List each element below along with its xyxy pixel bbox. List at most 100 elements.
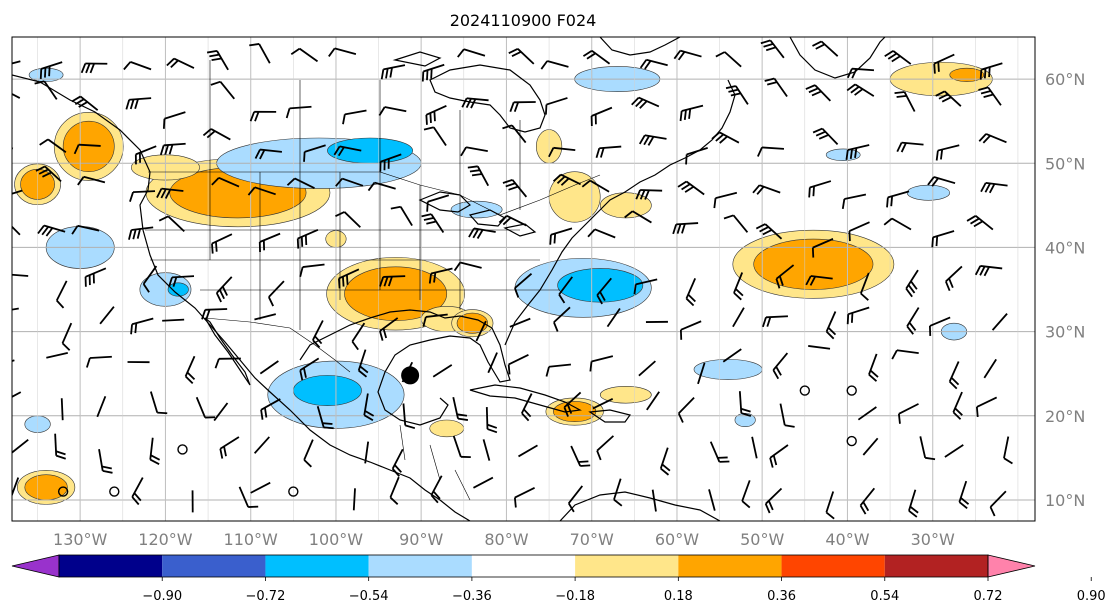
wind-barb-flag (170, 59, 179, 69)
wind-barb (596, 277, 612, 305)
wind-barb (846, 67, 875, 79)
wind-barb (211, 176, 240, 188)
wind-barb-flag (430, 494, 439, 504)
wind-barb-flag (428, 273, 432, 284)
wind-barb (679, 320, 702, 340)
wind-barb (570, 445, 591, 467)
wind-barb-flag (142, 283, 150, 293)
wind-barb-flag (457, 48, 465, 58)
wind-barb-flag (249, 111, 256, 122)
wind-barb-flag (1003, 457, 1013, 465)
wind-barb (34, 80, 58, 100)
wind-barb (514, 273, 533, 298)
latitude-label: 20°N (1045, 407, 1085, 426)
colorbar-segment (265, 555, 369, 577)
wind-barb-flag (219, 448, 224, 459)
wind-barb-flag (978, 133, 987, 142)
wind-barb-flag (1, 197, 2, 207)
wind-barb-flag (765, 46, 777, 52)
wind-barb-staff (389, 476, 400, 498)
wind-barb-staff (613, 478, 622, 500)
wind-barb-staff (862, 437, 879, 456)
wind-barb-flag (862, 501, 870, 512)
wind-barb-staff (686, 147, 708, 156)
wind-barb-flag (215, 241, 218, 252)
wind-barb (764, 487, 783, 514)
wind-barb-flag (988, 183, 996, 194)
longitude-label: 50°W (740, 530, 784, 549)
wind-barb (1, 189, 23, 207)
wind-barb-staff (254, 186, 276, 196)
wind-barb-flag (647, 136, 655, 146)
wind-barb (378, 106, 407, 116)
wind-barb-flag (980, 90, 991, 95)
wind-barb-staff (553, 146, 576, 152)
wind-barb-flag (429, 112, 432, 124)
wind-barb (513, 486, 535, 508)
wind-barb (335, 211, 361, 228)
wind-barb-flag (404, 424, 416, 430)
wind-barb-flag (337, 146, 345, 157)
wind-barb-flag (41, 226, 49, 236)
wind-barb-staff (514, 486, 535, 499)
wind-barb-staff (99, 306, 115, 325)
wind-barb-flag (886, 197, 889, 208)
wind-barb-flag (55, 454, 66, 460)
wind-barb (812, 40, 839, 57)
wind-barb (363, 393, 375, 422)
wind-barb-flag (900, 142, 907, 153)
wind-barb-flag (931, 177, 939, 187)
wind-barb (631, 96, 660, 109)
wind-barb (35, 165, 62, 183)
wind-barb-flag (342, 276, 345, 287)
wind-barb (467, 165, 490, 187)
wind-barb-flag (285, 108, 291, 119)
wind-barb (673, 49, 702, 61)
wind-barb-flag (681, 183, 691, 191)
wind-barb-flag (34, 80, 45, 85)
wind-barb-staff (983, 358, 997, 379)
wind-barb-flag (553, 321, 559, 332)
wind-barb (741, 480, 751, 509)
wind-barb-flag (624, 210, 634, 219)
wind-barb-staff (929, 316, 951, 327)
wind-barb-flag (677, 51, 686, 61)
wind-barb-flag (131, 496, 140, 506)
hispaniola-coastline (588, 409, 632, 423)
wind-barb (548, 146, 576, 158)
wind-barb-flag (465, 98, 472, 109)
wind-barb (475, 320, 487, 342)
wind-barb (635, 189, 663, 200)
wind-barb-staff (54, 433, 58, 456)
wind-barb-staff (697, 362, 706, 385)
wind-barb-flag (513, 101, 519, 112)
longitude-label: 130°W (53, 530, 108, 549)
wind-barb (886, 190, 910, 208)
wind-barb-staff (343, 211, 361, 228)
wind-barb-flag (71, 225, 79, 235)
wind-barb (624, 210, 652, 224)
wind-barb-flag (661, 463, 671, 472)
wind-barb-staff (589, 179, 610, 193)
wind-barb-flag (741, 412, 752, 417)
wind-barb-staff (344, 109, 367, 116)
wind-barb-staff (808, 345, 831, 350)
wind-barb-flag (85, 63, 91, 74)
colorbar-tick-label: −0.18 (555, 589, 595, 604)
wind-barb (582, 49, 611, 65)
colorbar-extend-high (987, 554, 1036, 578)
wind-barb (46, 352, 68, 359)
wind-barb-flag (471, 173, 483, 177)
wind-barb-staff (399, 206, 413, 227)
wind-barb (249, 110, 277, 122)
wind-barb-flag (979, 69, 983, 80)
wind-barb (12, 438, 29, 454)
wind-barb (509, 317, 531, 328)
wind-barb (762, 315, 788, 328)
wind-barb (158, 215, 185, 233)
wind-barb-staff (12, 391, 22, 398)
wind-barb (697, 362, 706, 385)
wind-barb (919, 436, 936, 461)
wind-barb-flag (389, 496, 399, 505)
wind-barb-flag (978, 86, 989, 91)
